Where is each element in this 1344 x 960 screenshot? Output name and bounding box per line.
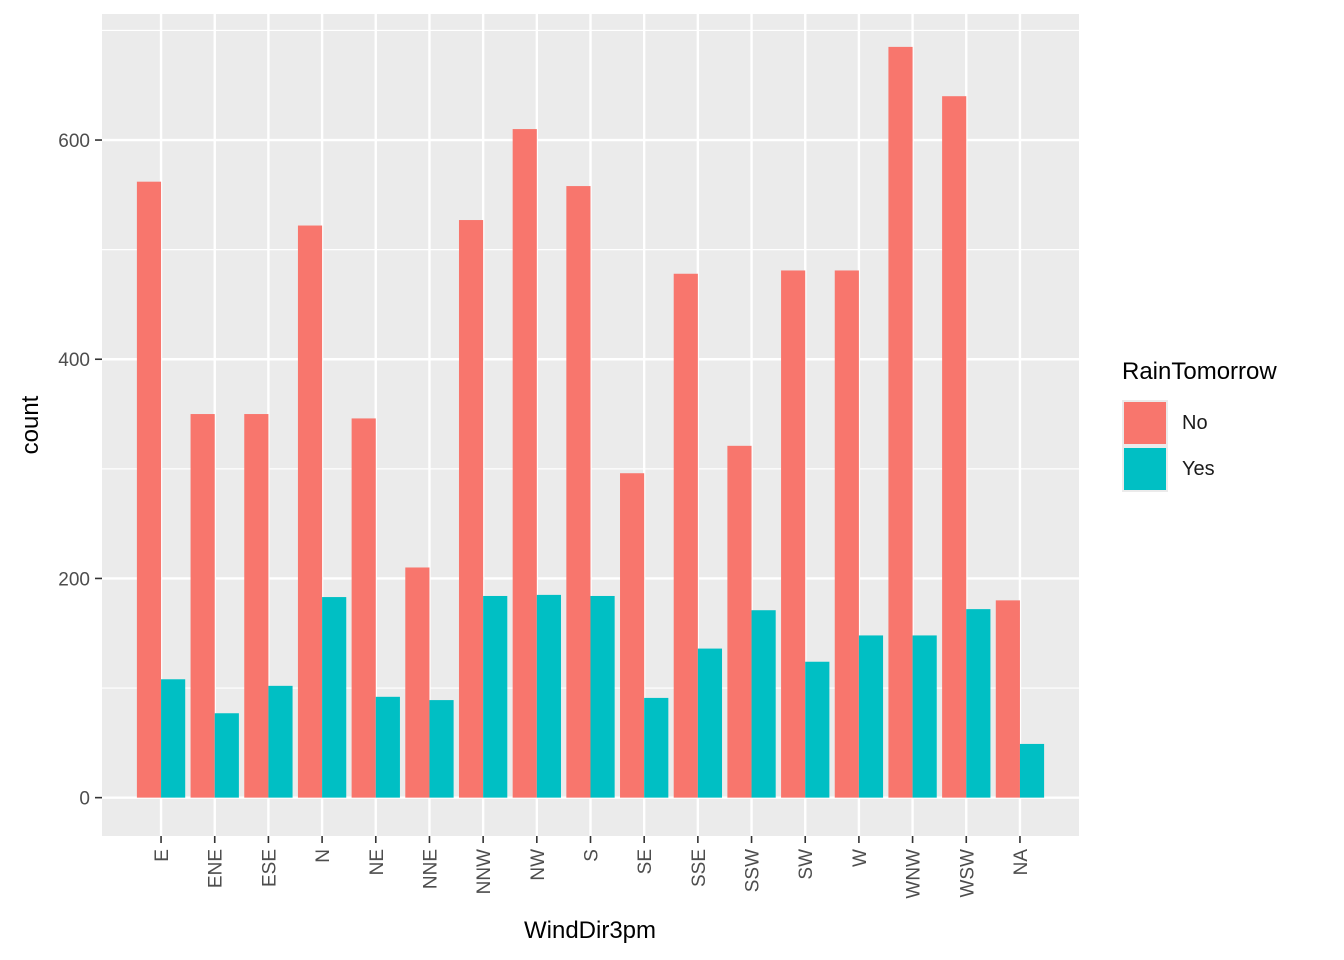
y-tick-label: 600 [58,131,90,152]
x-tick-label: WSW [957,849,978,898]
legend-title: RainTomorrow [1122,358,1277,385]
bar-no-wsw [942,96,967,798]
x-tick-label: WNW [904,849,925,899]
bar-no-na [995,600,1020,798]
bar-yes-nne [429,700,454,798]
bar-yes-nnw [483,595,508,798]
x-tick-label: W [850,849,871,867]
bar-no-ene [190,414,215,798]
bar-no-sw [781,270,806,798]
bar-no-n [297,225,323,798]
bar-no-nne [405,567,430,798]
x-axis-ticks: E ENE ESE N NE NNE NNW NW S SE SSE SSW SW W WNW WSW NA [152,836,1032,899]
y-axis-title: count [17,395,44,454]
y-tick-label: 400 [58,350,90,371]
x-tick-label: NE [367,849,388,875]
legend-key-no [1122,400,1168,446]
x-tick-label: NNE [420,849,441,889]
x-tick-label: SE [635,849,656,874]
legend-key-yes [1122,446,1168,492]
x-tick-label: SSW [743,849,764,892]
legend: RainTomorrow No Yes [1122,358,1277,492]
bar-no-ese [244,414,269,798]
legend-label-yes: Yes [1182,458,1215,480]
bar-no-nnw [458,220,484,798]
bar-yes-n [322,597,347,798]
bar-no-w [834,270,859,798]
bar-no-se [620,473,645,798]
bar-yes-e [161,679,186,798]
legend-item-no: No [1122,400,1277,446]
x-tick-label: SSE [689,849,710,887]
bars [136,46,1045,798]
bar-no-s [566,186,591,798]
bar-no-e [136,181,162,798]
bar-yes-wsw [966,609,991,798]
x-tick-label: S [582,849,603,862]
y-tick-label: 200 [58,569,90,590]
bar-yes-se [644,697,669,798]
bar-yes-ne [375,696,400,798]
y-tick-label: 0 [79,789,90,810]
x-tick-label: ENE [206,849,227,888]
bar-yes-ssw [751,610,776,798]
x-tick-label: E [152,849,173,862]
x-tick-label: N [313,849,334,863]
x-tick-label: NW [528,849,549,881]
bar-no-nw [512,129,537,798]
x-axis-title: WindDir3pm [524,917,656,944]
legend-item-yes: Yes [1122,446,1277,492]
bar-yes-s [590,595,615,798]
bar-no-sse [673,273,698,798]
bar-yes-sw [805,661,830,798]
legend-swatch-no [1124,402,1166,444]
bar-yes-ene [214,713,239,798]
bar-yes-na [1019,743,1045,798]
legend-swatch-yes [1124,448,1166,490]
bar-no-wnw [888,46,913,798]
bar-yes-nw [536,594,561,798]
legend-label-no: No [1182,412,1208,434]
bar-yes-w [858,635,884,798]
x-tick-label: ESE [259,849,280,887]
bar-yes-wnw [912,635,937,798]
bar-no-ssw [727,445,752,798]
x-tick-label: NA [1011,849,1032,876]
y-axis-ticks: 0 200 400 600 [58,131,102,810]
bar-yes-ese [268,685,293,798]
bar-yes-sse [697,648,723,798]
bar-no-ne [351,418,376,798]
x-tick-label: SW [796,849,817,880]
x-tick-label: NNW [474,849,495,894]
